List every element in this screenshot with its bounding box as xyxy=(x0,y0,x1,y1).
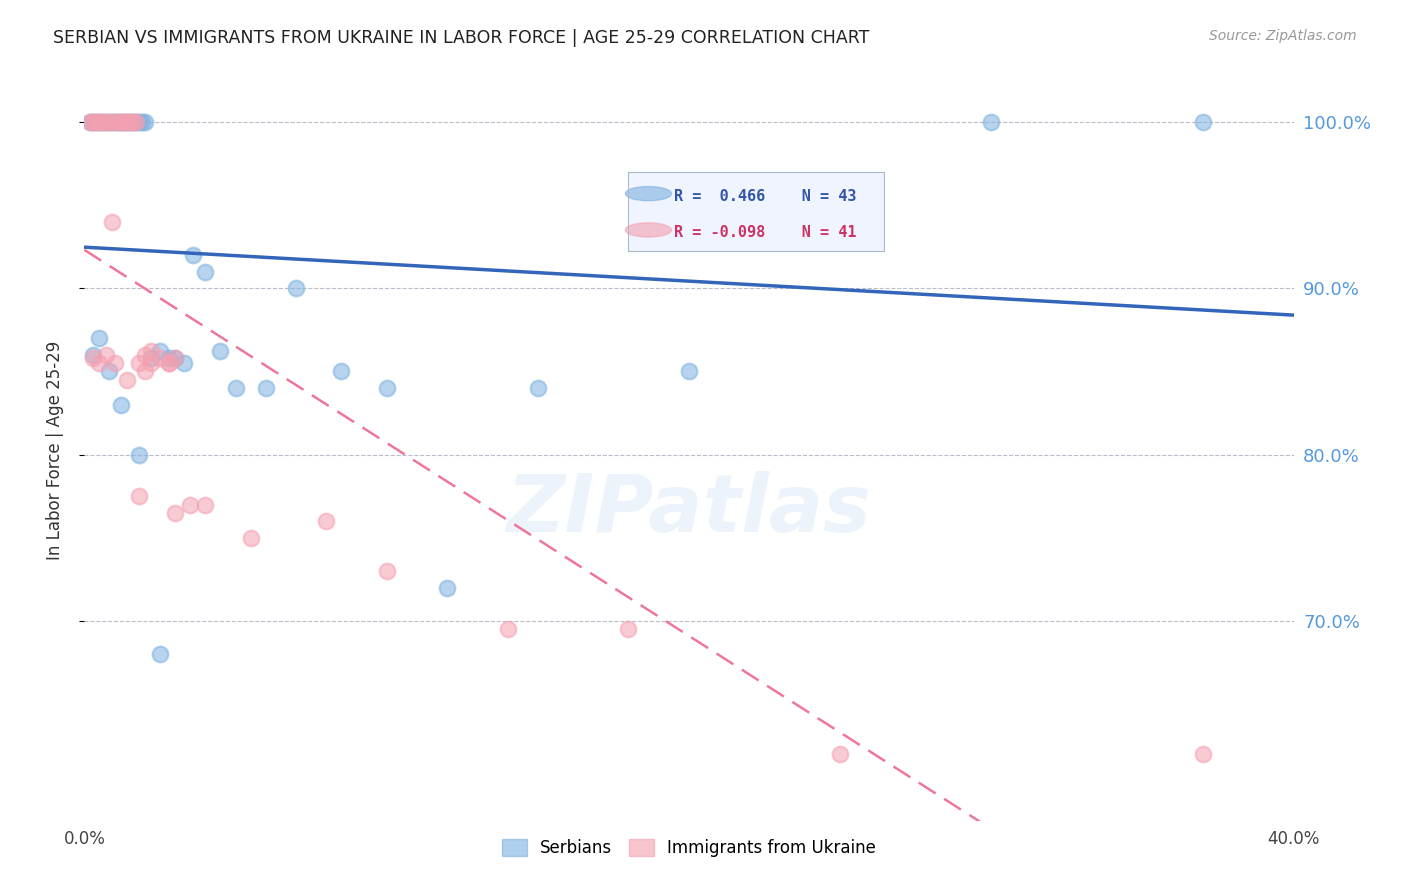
Point xyxy=(110,115,132,129)
Point xyxy=(131,115,153,129)
Point xyxy=(89,115,111,129)
Point xyxy=(149,647,172,661)
Point xyxy=(112,115,135,129)
Point xyxy=(980,115,1002,129)
Point xyxy=(134,115,156,129)
Point xyxy=(82,348,104,362)
Point xyxy=(89,356,111,370)
Point xyxy=(165,506,187,520)
Point xyxy=(173,356,195,370)
Point xyxy=(104,115,127,129)
Point xyxy=(330,364,353,378)
Point xyxy=(239,531,262,545)
Point xyxy=(89,115,111,129)
Text: R = -0.098    N = 41: R = -0.098 N = 41 xyxy=(673,225,856,240)
Point xyxy=(149,344,172,359)
Point xyxy=(375,381,398,395)
Point xyxy=(254,381,277,395)
Point xyxy=(94,115,117,129)
Point xyxy=(115,115,138,129)
Point xyxy=(121,115,143,129)
Point xyxy=(315,514,337,528)
Point xyxy=(139,344,162,359)
Point xyxy=(91,115,114,129)
Point xyxy=(118,115,141,129)
Point xyxy=(1192,747,1215,761)
Point xyxy=(194,498,217,512)
Point xyxy=(375,564,398,578)
Point xyxy=(285,281,308,295)
Point xyxy=(157,356,180,370)
Point xyxy=(139,356,162,370)
Point xyxy=(97,364,120,378)
Point xyxy=(97,115,120,129)
Circle shape xyxy=(626,186,672,201)
Point xyxy=(165,351,187,365)
Point xyxy=(100,215,122,229)
Point xyxy=(139,351,162,365)
Point xyxy=(110,115,132,129)
Point xyxy=(527,381,550,395)
Point xyxy=(128,356,150,370)
Point xyxy=(82,115,104,129)
Point xyxy=(181,248,204,262)
Point xyxy=(128,489,150,503)
Text: ZIPatlas: ZIPatlas xyxy=(506,471,872,549)
Point xyxy=(82,115,104,129)
Point xyxy=(128,448,150,462)
Point xyxy=(79,115,101,129)
Point xyxy=(436,581,458,595)
Point xyxy=(165,351,187,365)
Text: Source: ZipAtlas.com: Source: ZipAtlas.com xyxy=(1209,29,1357,43)
Point xyxy=(134,348,156,362)
Point xyxy=(830,747,852,761)
Point xyxy=(678,364,700,378)
Point xyxy=(91,115,114,129)
Point xyxy=(94,348,117,362)
Point xyxy=(94,115,117,129)
Point xyxy=(209,344,232,359)
Point xyxy=(104,115,127,129)
Point xyxy=(118,115,141,129)
Point xyxy=(617,623,640,637)
Text: SERBIAN VS IMMIGRANTS FROM UKRAINE IN LABOR FORCE | AGE 25-29 CORRELATION CHART: SERBIAN VS IMMIGRANTS FROM UKRAINE IN LA… xyxy=(53,29,870,46)
Point xyxy=(496,623,519,637)
Point xyxy=(125,115,148,129)
Point xyxy=(149,351,172,365)
Point xyxy=(115,373,138,387)
Point xyxy=(97,115,120,129)
Point xyxy=(107,115,129,129)
Point xyxy=(134,364,156,378)
Legend: Serbians, Immigrants from Ukraine: Serbians, Immigrants from Ukraine xyxy=(495,832,883,864)
Point xyxy=(79,115,101,129)
Point xyxy=(115,115,138,129)
Point xyxy=(121,115,143,129)
Point xyxy=(125,115,148,129)
Point xyxy=(100,115,122,129)
Point xyxy=(89,331,111,345)
Point xyxy=(157,356,180,370)
Point xyxy=(86,115,108,129)
Point xyxy=(225,381,247,395)
Point xyxy=(104,356,127,370)
Point xyxy=(107,115,129,129)
Point xyxy=(112,115,135,129)
Y-axis label: In Labor Force | Age 25-29: In Labor Force | Age 25-29 xyxy=(45,341,63,560)
Circle shape xyxy=(626,223,672,237)
Point xyxy=(179,498,201,512)
Point xyxy=(1192,115,1215,129)
Point xyxy=(82,351,104,365)
Point xyxy=(194,264,217,278)
Text: R =  0.466    N = 43: R = 0.466 N = 43 xyxy=(673,189,856,204)
Point xyxy=(128,115,150,129)
Point xyxy=(157,351,180,365)
Point xyxy=(110,398,132,412)
Point xyxy=(86,115,108,129)
